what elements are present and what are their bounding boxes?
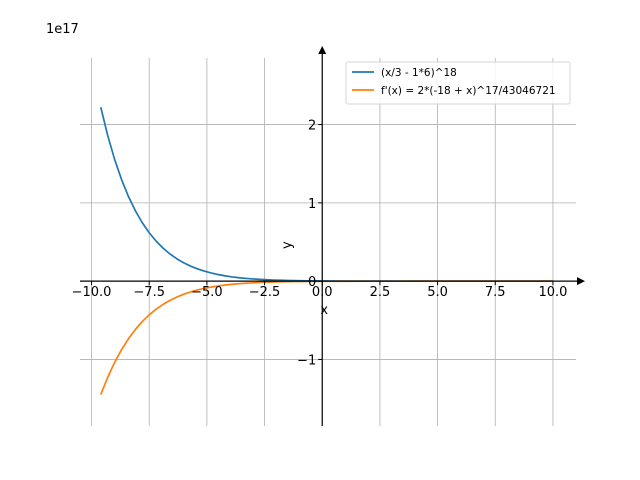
- x-tick-label: −10.0: [72, 285, 112, 300]
- y-offset-text: 1e17: [46, 22, 79, 37]
- legend-entry: f'(x) = 2*(-18 + x)^17/43046721: [381, 85, 556, 97]
- y-tick-label: 2: [308, 119, 316, 134]
- grid: [80, 58, 576, 426]
- y-axis-arrow-icon: [318, 46, 327, 54]
- y-tick-label: −1: [297, 353, 316, 368]
- y-tick-label: 0: [308, 275, 316, 290]
- x-tick-label: −2.5: [249, 285, 281, 300]
- ticks: −10.0 −7.5 −5.0 −2.5 0.0 2.5 5.0 7.5 10.0 −1 0 1 2: [72, 119, 568, 369]
- x-tick-label: 5.0: [427, 285, 448, 300]
- x-tick-label: 0.0: [312, 285, 333, 300]
- x-tick-label: −7.5: [133, 285, 165, 300]
- x-tick-label: −5.0: [191, 285, 223, 300]
- legend-entry: (x/3 - 1*6)^18: [381, 67, 457, 79]
- legend: (x/3 - 1*6)^18 f'(x) = 2*(-18 + x)^17/430…: [345, 61, 571, 105]
- axes: [80, 46, 585, 426]
- y-tick-label: 1: [308, 197, 316, 212]
- series-line-1: [99, 106, 553, 282]
- x-axis-arrow-icon: [577, 277, 585, 286]
- x-tick-label: 10.0: [538, 285, 567, 300]
- series-group: [99, 106, 553, 395]
- y-axis-label: y: [280, 241, 295, 249]
- legend-box: [345, 61, 571, 105]
- x-axis-label: x: [320, 303, 328, 318]
- x-tick-label: 7.5: [485, 285, 506, 300]
- x-tick-label: 2.5: [370, 285, 391, 300]
